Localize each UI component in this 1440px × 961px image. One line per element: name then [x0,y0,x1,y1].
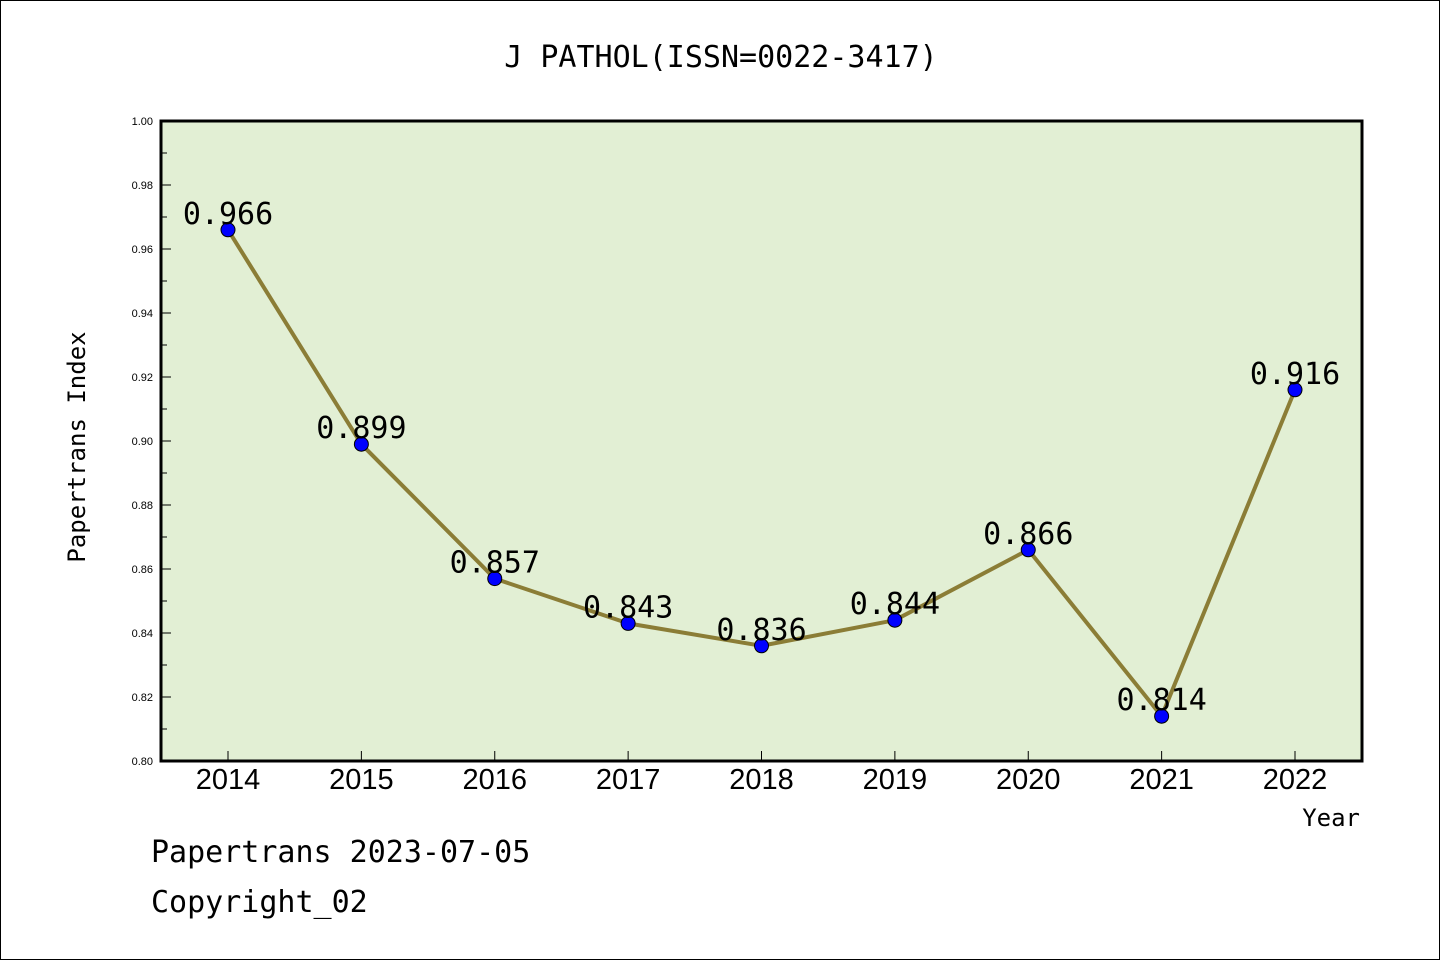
data-label-2015: 0.899 [316,411,406,446]
data-points [220,222,1303,724]
x-axis-label: Year [1302,804,1360,832]
footer-copyright: Copyright_02 [151,885,368,920]
x-tick-label: 2019 [863,764,928,796]
y-tick-label: 0.88 [132,500,153,512]
data-label-2017: 0.843 [583,590,673,625]
data-point-2022 [1287,382,1303,398]
footer-date: Papertrans 2023-07-05 [151,835,531,870]
data-label-2022: 0.916 [1250,357,1340,392]
x-axis-ticks: 2014 2015 2016 2017 2018 2019 2020 2021 2022 [196,751,1328,796]
data-label-2014: 0.966 [183,197,273,232]
x-tick-label: 2022 [1263,764,1328,796]
x-tick-label: 2015 [329,764,394,796]
x-tick-label: 2017 [596,764,661,796]
x-tick-label: 2020 [996,764,1061,796]
y-tick-label: 0.92 [132,372,153,384]
y-tick-label: 0.82 [132,692,153,704]
y-tick-label: 0.86 [132,564,153,576]
data-label-2016: 0.857 [450,546,540,581]
y-tick-label: 0.94 [132,308,153,320]
data-point-2021 [1154,708,1170,724]
y-axis-label: Papertrans Index [63,331,91,562]
x-tick-label: 2018 [729,764,794,796]
y-tick-label: 0.84 [132,628,153,640]
y-tick-label: 0.96 [132,244,153,256]
data-point-2020 [1020,542,1036,558]
y-tick-label: 1.00 [132,116,153,128]
chart-title: J PATHOL(ISSN=0022-3417) [504,40,937,75]
data-point-2017 [620,615,636,631]
data-label-2021: 0.814 [1116,683,1206,718]
y-tick-label: 0.80 [132,756,153,768]
x-tick-label: 2016 [462,764,527,796]
data-point-2019 [887,612,903,628]
x-tick-label: 2021 [1129,764,1194,796]
y-tick-label: 0.90 [132,436,153,448]
data-point-2015 [353,436,369,452]
data-labels: 0.966 0.899 0.857 0.843 0.836 0.844 0.866 0.814… [183,197,1340,718]
data-point-2016 [487,571,503,587]
data-label-2019: 0.844 [850,587,940,622]
data-point-2014 [220,222,236,238]
y-tick-label: 0.98 [132,180,153,192]
data-point-2018 [754,638,769,654]
y-axis-ticks: 0.80 0.82 0.84 0.86 0.88 0.90 0.92 0.94 0.96 0.98… [132,116,171,768]
x-tick-label: 2014 [196,764,261,796]
data-label-2018: 0.836 [716,613,806,648]
data-label-2020: 0.866 [983,517,1073,552]
